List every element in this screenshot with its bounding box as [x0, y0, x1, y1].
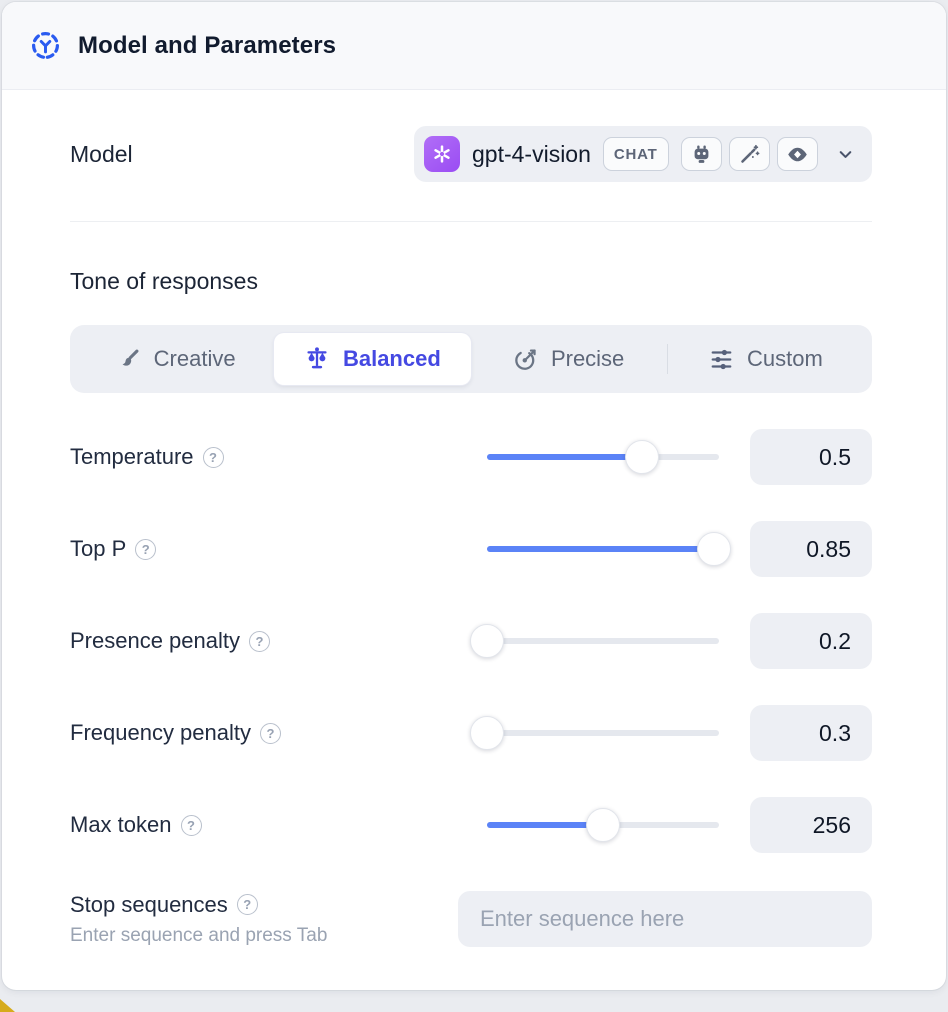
temperature-row: Temperature ? 0.5 — [70, 429, 872, 485]
panel-title: Model and Parameters — [78, 31, 337, 59]
slider-track — [487, 546, 719, 552]
model-type-badge: CHAT — [602, 137, 669, 171]
balance-scale-icon — [304, 346, 330, 372]
top-p-row: Top P ? 0.85 — [70, 521, 872, 577]
tone-section-label: Tone of responses — [70, 268, 258, 294]
help-icon[interactable]: ? — [135, 538, 157, 560]
temperature-value[interactable]: 0.5 — [750, 429, 872, 485]
model-ai-icon — [30, 30, 61, 61]
presence-penalty-slider[interactable] — [470, 623, 719, 659]
robot-icon — [680, 137, 722, 171]
tone-option-label: Balanced — [342, 346, 441, 371]
stop-sequences-helper: Enter sequence and press Tab — [70, 924, 328, 946]
frequency-penalty-row: Frequency penalty ? 0.3 — [70, 705, 872, 761]
segment-divider — [666, 344, 668, 374]
tone-option-custom[interactable]: Custom — [668, 333, 864, 385]
stop-sequence-input[interactable] — [458, 891, 872, 947]
temperature-slider[interactable] — [487, 439, 719, 475]
presence-penalty-row: Presence penalty ? 0.2 — [70, 613, 872, 669]
stop-sequences-label: Stop sequences — [70, 891, 228, 917]
frequency-penalty-slider[interactable] — [470, 715, 719, 751]
presence-penalty-value[interactable]: 0.2 — [750, 613, 872, 669]
help-icon[interactable]: ? — [249, 630, 270, 652]
frequency-penalty-label: Frequency penalty — [70, 720, 251, 745]
paintbrush-icon — [117, 347, 141, 371]
model-parameters-panel: Model and Parameters Model gpt-4-visi — [2, 2, 946, 990]
panel-header: Model and Parameters — [2, 2, 946, 90]
chevron-down-icon — [835, 144, 856, 165]
slider-fill — [487, 546, 715, 552]
top-p-slider[interactable] — [487, 531, 732, 567]
selected-model-name: gpt-4-vision — [472, 140, 591, 167]
model-row: Model gpt-4-vision CHAT — [70, 126, 872, 182]
tone-selector: Creative Balanced — [70, 325, 872, 393]
model-capability-badges — [680, 137, 818, 171]
slider-thumb[interactable] — [697, 532, 732, 566]
openai-logo-icon — [424, 136, 460, 172]
model-select-dropdown[interactable]: gpt-4-vision CHAT — [414, 126, 872, 182]
slider-thumb[interactable] — [470, 716, 504, 750]
max-token-row: Max token ? 256 — [70, 797, 872, 853]
max-token-value[interactable]: 256 — [750, 797, 872, 853]
help-icon[interactable]: ? — [202, 446, 224, 468]
top-p-value[interactable]: 0.85 — [750, 521, 872, 577]
background-corner-accent — [0, 999, 15, 1012]
section-divider — [70, 221, 872, 222]
slider-fill — [487, 822, 603, 828]
tone-option-label: Precise — [550, 346, 625, 371]
sliders-icon — [709, 347, 734, 372]
stop-sequences-row: Stop sequences ? Enter sequence and pres… — [70, 891, 872, 947]
top-p-label: Top P — [70, 536, 127, 561]
tone-option-precise[interactable]: Precise — [471, 333, 667, 385]
slider-thumb[interactable] — [625, 440, 660, 474]
slider-track — [487, 638, 719, 644]
tone-option-label: Creative — [153, 346, 236, 371]
max-token-label: Max token — [70, 812, 172, 837]
tone-option-creative[interactable]: Creative — [78, 333, 274, 385]
presence-penalty-label: Presence penalty — [70, 628, 240, 653]
help-icon[interactable]: ? — [260, 722, 281, 744]
slider-track — [487, 730, 719, 736]
tone-option-balanced[interactable]: Balanced — [274, 333, 471, 385]
slider-thumb[interactable] — [586, 808, 620, 842]
model-label: Model — [70, 140, 133, 167]
tone-option-label: Custom — [746, 346, 823, 371]
magic-wand-icon — [728, 137, 770, 171]
vision-eye-icon — [776, 137, 818, 171]
help-icon[interactable]: ? — [236, 894, 258, 915]
target-icon — [513, 347, 538, 372]
temperature-label: Temperature — [70, 444, 194, 469]
frequency-penalty-value[interactable]: 0.3 — [750, 705, 872, 761]
slider-thumb[interactable] — [470, 624, 504, 658]
help-icon[interactable]: ? — [180, 814, 202, 836]
slider-fill — [487, 454, 643, 460]
max-token-slider[interactable] — [487, 807, 719, 843]
slider-track — [487, 454, 719, 460]
